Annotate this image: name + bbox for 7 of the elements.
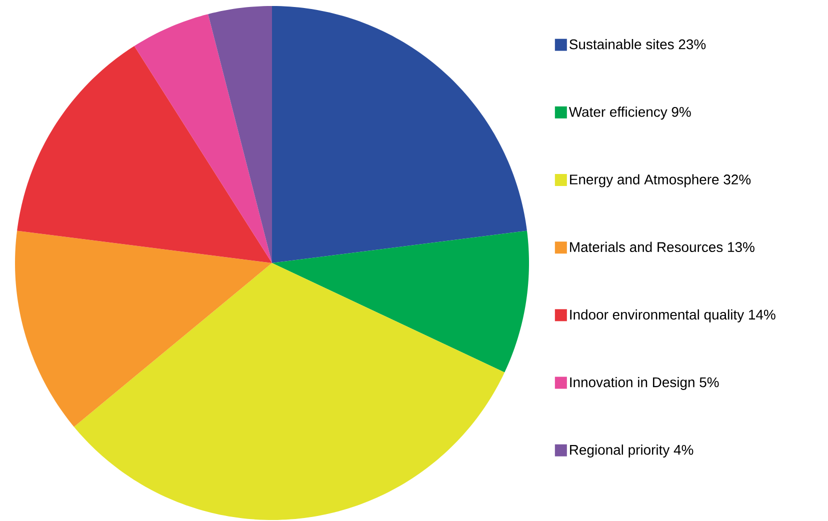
legend-label: Indoor environmental quality 14%: [570, 309, 776, 322]
legend-label: Regional priority 4%: [570, 444, 694, 458]
legend-label: Sustainable sites 23%: [570, 39, 706, 50]
legend-label: Innovation in Design 5%: [570, 376, 719, 390]
legend-label: Materials and Resources 13%: [570, 242, 754, 252]
legend-label: Water efficiency 9%: [568, 106, 691, 120]
legend-label: Energy and Atmosphere 32%: [570, 174, 751, 188]
